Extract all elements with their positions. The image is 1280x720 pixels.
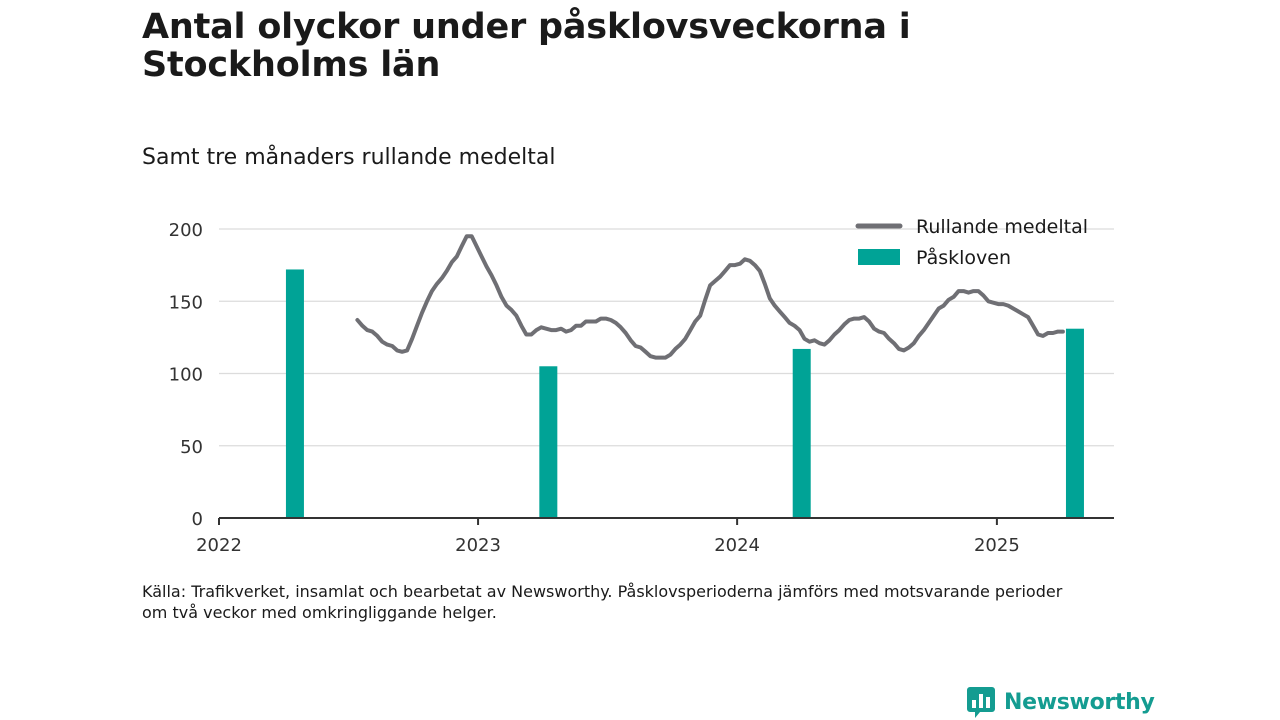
line-rullande-medeltal-path (355, 234, 1065, 360)
x-tick-label: 2023 (455, 535, 501, 556)
source-note: Källa: Trafikverket, insamlat och bearbe… (142, 581, 1082, 623)
grid-lines (219, 228, 1114, 447)
x-axis: 2022 2023 2024 2025 (196, 517, 1114, 556)
x-tick-label: 2022 (196, 535, 242, 556)
bar-paskloven (1065, 328, 1084, 518)
newsworthy-logo-icon (967, 687, 995, 718)
x-tick-label: 2024 (714, 535, 760, 556)
newsworthy-logo: Newsworthy (966, 684, 1155, 720)
bars-paskloven (285, 269, 1084, 518)
bar-paskloven (285, 269, 304, 518)
logo-text: Newsworthy (1004, 689, 1155, 715)
legend-label-paskloven: Påskloven (916, 246, 1011, 269)
bar-paskloven (792, 348, 811, 518)
x-tick-label: 2025 (974, 535, 1020, 556)
y-tick-label: 100 (169, 365, 203, 386)
y-axis-ticks: 0 50 100 150 200 (169, 220, 203, 530)
line-rullande-medeltal (355, 234, 1065, 360)
legend-label-rullande-medeltal: Rullande medeltal (916, 216, 1088, 238)
bar-paskloven (539, 366, 558, 518)
source-line-1: Källa: Trafikverket, insamlat och bearbe… (142, 582, 1063, 601)
y-tick-label: 50 (180, 437, 203, 458)
legend-swatch-bar (858, 249, 900, 265)
source-line-2: om två veckor med omkringliggande helger… (142, 603, 497, 622)
chart-subtitle: Samt tre månaders rullande medeltal (142, 145, 556, 170)
chart-title: Antal olyckor under påsklovsveckorna i S… (142, 7, 911, 85)
legend: Rullande medeltal Påskloven (855, 216, 1088, 269)
y-tick-label: 200 (169, 220, 203, 241)
y-tick-label: 150 (169, 292, 203, 313)
y-tick-label: 0 (192, 509, 203, 530)
